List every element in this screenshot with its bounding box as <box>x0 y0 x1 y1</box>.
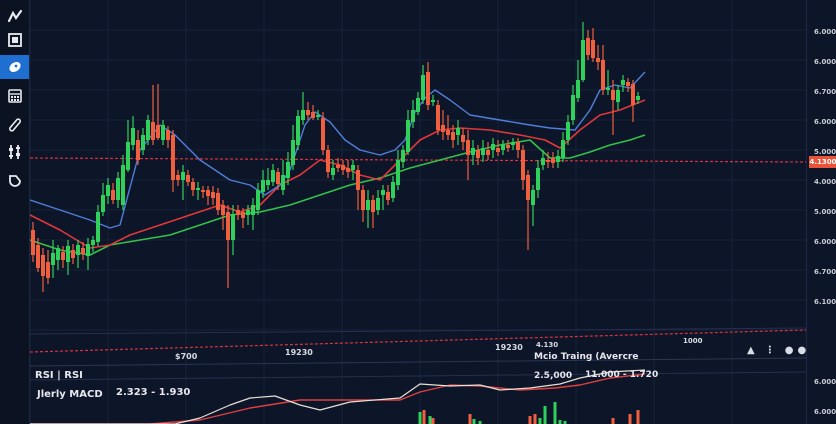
time-axis-label: 19230 <box>285 348 313 357</box>
drawing-toolbar <box>0 0 30 424</box>
price-axis-tick: 6.0000 <box>814 118 836 126</box>
time-axis-label: 19230 <box>495 343 523 352</box>
more-vertical-icon[interactable]: ⋮ <box>764 345 775 356</box>
triangle-up-icon[interactable]: ▲ <box>747 345 755 356</box>
calculator-tool[interactable] <box>0 84 29 108</box>
price-axis-tick: 6.0000 <box>814 28 836 36</box>
price-chart[interactable] <box>30 0 806 424</box>
magnet-tool[interactable] <box>0 168 29 192</box>
macd-label: Jlerly MACD <box>37 389 103 400</box>
current-price-tag: 4.1300 <box>809 156 836 168</box>
circle-icon[interactable]: ● <box>784 345 794 356</box>
price-axis-tick: 6.0000 <box>814 378 836 386</box>
chart-area[interactable]: $700 19230 19230 4.130 1000 RSI | RSI Jl… <box>30 0 806 424</box>
price-axis-tick: 4.0000 <box>814 178 836 186</box>
price-axis-tick: 6.7000 <box>814 268 836 276</box>
ma-values-right: 11.000 - 1.720 <box>585 370 659 380</box>
magnet-icon <box>8 175 21 187</box>
time-axis-label: 1000 <box>683 337 703 345</box>
price-axis-tick: 6.1000 <box>814 298 836 306</box>
indicators-tool[interactable] <box>0 140 29 164</box>
circle-icon[interactable]: ● <box>797 345 807 356</box>
rsi-label: RSI | RSI <box>35 370 83 381</box>
sliders-icon <box>8 145 20 159</box>
ruler-icon <box>8 118 21 132</box>
ma-legend-label: Mcio Traing (Avercre <box>534 352 639 362</box>
brush-icon <box>8 61 21 73</box>
price-axis-tick: 6.0000 <box>814 408 836 416</box>
price-axis-tick: 6.7000 <box>814 88 836 96</box>
price-axis-tick: 5.0000 <box>814 148 836 156</box>
macd-values: 2.323 - 1.930 <box>116 387 191 398</box>
price-axis-tick: 6.0000 <box>814 58 836 66</box>
ma-values-left: 2.5,000 <box>534 371 573 381</box>
trend-line-tool[interactable] <box>0 4 29 28</box>
price-axis-tick: 6.0000 <box>814 238 836 246</box>
pen-trend-icon <box>7 9 22 23</box>
calculator-icon <box>7 89 22 103</box>
price-axis-tick: 5.0000 <box>814 208 836 216</box>
pane-controls: ▲ ⋮ ● ● <box>747 345 806 356</box>
price-axis[interactable]: 4.1300 6.0000 6.0000 6.7000 6.0000 5.0000 4.0… <box>806 0 836 424</box>
rectangle-tool[interactable] <box>0 28 29 52</box>
time-axis-label: $700 <box>175 352 198 361</box>
ruler-tool[interactable] <box>0 113 29 137</box>
time-axis-label: 4.130 <box>536 341 559 349</box>
rectangle-icon <box>7 33 22 47</box>
brush-tool[interactable] <box>0 55 29 79</box>
